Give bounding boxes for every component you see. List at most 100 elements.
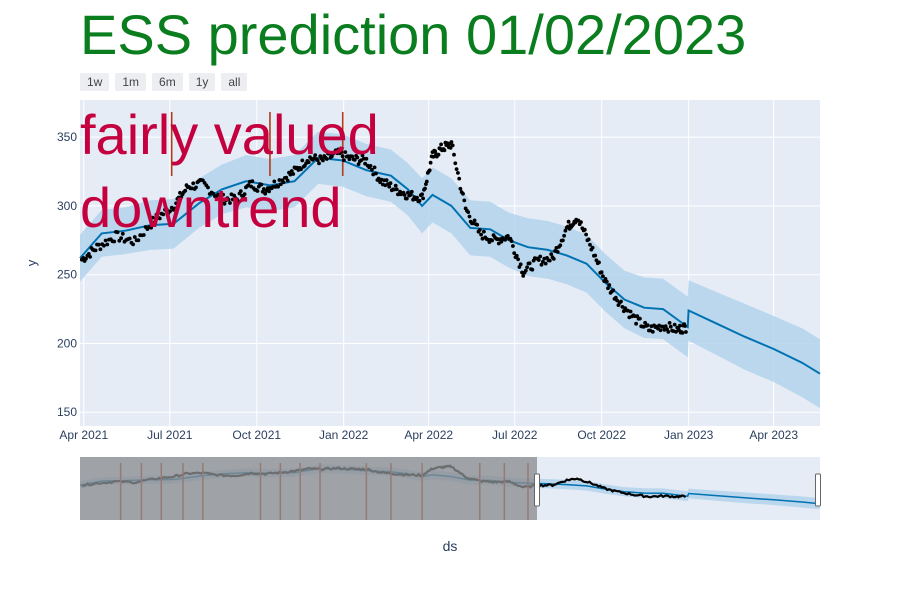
actual-point	[457, 176, 462, 181]
actual-point	[277, 178, 282, 182]
actual-point	[221, 192, 226, 197]
y-tick-label: 300	[57, 199, 77, 213]
actual-point	[284, 175, 289, 180]
actual-point	[194, 185, 198, 190]
slider-handle-left[interactable]	[534, 473, 540, 507]
actual-point	[456, 171, 460, 175]
range-button-1w[interactable]: 1w	[80, 73, 110, 91]
actual-point	[98, 247, 103, 252]
actual-point	[582, 227, 587, 232]
actual-point	[141, 233, 146, 237]
x-tick-label: Apr 2022	[404, 428, 453, 442]
uncertainty-band	[80, 131, 820, 409]
actual-point	[650, 329, 655, 334]
actual-point	[136, 238, 141, 243]
actual-point	[363, 161, 367, 166]
actual-point	[88, 255, 92, 259]
actual-point	[543, 261, 548, 266]
actual-point	[449, 140, 454, 144]
actual-point	[431, 154, 436, 159]
actual-point	[278, 182, 283, 187]
actual-point	[452, 152, 456, 157]
range-button-all[interactable]: all	[221, 73, 248, 91]
range-button-6m[interactable]: 6m	[152, 73, 183, 91]
y-tick-label: 200	[57, 336, 77, 350]
range-button-1y[interactable]: 1y	[188, 73, 216, 91]
actual-point	[300, 158, 305, 163]
actual-point	[218, 193, 222, 198]
actual-point	[450, 143, 455, 148]
actual-point	[417, 198, 422, 203]
actual-point	[509, 239, 514, 244]
actual-point	[597, 260, 601, 265]
actual-point	[250, 179, 255, 184]
x-tick-label: Jan 2023	[664, 428, 714, 442]
actual-point	[680, 331, 685, 335]
actual-point	[360, 153, 365, 158]
actual-point	[343, 150, 348, 155]
actual-point	[579, 220, 583, 225]
y-tick-label: 350	[57, 130, 77, 144]
actual-point	[442, 148, 447, 153]
actual-point	[84, 256, 88, 261]
plot-area[interactable]	[80, 100, 820, 426]
actual-point	[152, 220, 157, 225]
actual-point	[327, 151, 332, 156]
actual-point	[394, 187, 399, 192]
actual-point	[490, 238, 494, 243]
actual-point	[586, 237, 591, 242]
actual-point	[406, 190, 410, 195]
actual-point	[355, 155, 360, 160]
actual-point	[272, 179, 277, 184]
actual-point	[599, 270, 604, 275]
x-axis-label: ds	[443, 538, 458, 554]
actual-point	[149, 225, 154, 230]
actual-point	[154, 212, 159, 217]
actual-point	[364, 156, 369, 161]
actual-point	[521, 274, 526, 278]
actual-point	[628, 309, 633, 314]
actual-point	[236, 199, 241, 204]
actual-point	[503, 237, 508, 242]
actual-point	[387, 184, 392, 189]
actual-point	[427, 168, 432, 173]
actual-point	[93, 248, 98, 253]
actual-point	[335, 151, 339, 156]
slider-handle-right[interactable]	[815, 473, 821, 507]
actual-point	[96, 242, 101, 247]
actual-point	[666, 330, 671, 334]
actual-point	[683, 324, 687, 328]
actual-point	[285, 178, 290, 183]
actual-point	[384, 178, 389, 183]
range-button-1m[interactable]: 1m	[115, 73, 147, 91]
actual-point	[604, 279, 609, 284]
actual-point	[638, 316, 642, 321]
actual-point	[115, 230, 120, 235]
actual-point	[562, 233, 566, 238]
actual-point	[428, 160, 433, 165]
actual-point	[291, 172, 296, 176]
actual-point	[549, 252, 554, 256]
actual-point	[590, 245, 595, 250]
actual-point	[505, 234, 510, 238]
actual-point	[219, 199, 224, 204]
actual-point	[424, 179, 429, 184]
actual-point	[402, 193, 407, 197]
actual-point	[347, 157, 352, 162]
range-slider[interactable]	[79, 457, 821, 520]
actual-point	[561, 238, 565, 243]
actual-point	[336, 147, 341, 152]
actual-point	[499, 239, 504, 244]
actual-point	[607, 283, 612, 287]
actual-point	[120, 231, 125, 236]
actual-point	[454, 167, 459, 172]
actual-point	[306, 160, 311, 165]
actual-point	[678, 323, 682, 328]
actual-point	[684, 330, 688, 334]
actual-point	[242, 192, 247, 197]
actual-point	[611, 288, 616, 293]
actual-point	[368, 164, 373, 168]
actual-point	[423, 186, 427, 191]
actual-point	[315, 158, 320, 163]
